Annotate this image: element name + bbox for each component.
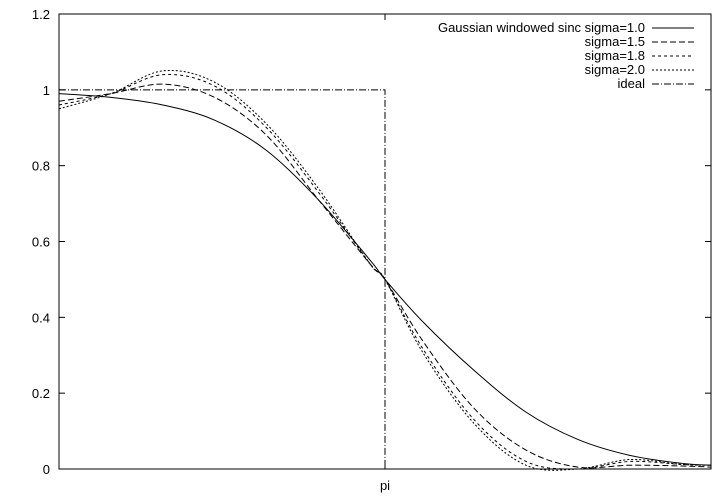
legend-label: sigma=1.8 <box>585 48 645 63</box>
y-tick-label: 1.2 <box>32 7 50 22</box>
axis-ticks: 0 0.2 0.4 0.6 0.8 1 1.2 pi <box>32 7 711 493</box>
legend-label: Gaussian windowed sinc sigma=1.0 <box>438 20 645 35</box>
legend: Gaussian windowed sinc sigma=1.0sigma=1.… <box>438 20 694 91</box>
legend-label: ideal <box>618 76 646 91</box>
y-tick-label: 0.2 <box>32 386 50 401</box>
y-tick-label: 0 <box>43 462 50 477</box>
y-tick-label: 0.6 <box>32 235 50 250</box>
series-lines <box>58 69 712 471</box>
y-tick-label: 1 <box>43 83 50 98</box>
y-tick-label: 0.4 <box>32 310 50 325</box>
y-tick-label: 0.8 <box>32 159 50 174</box>
legend-label: sigma=1.5 <box>585 34 645 49</box>
legend-label: sigma=2.0 <box>585 62 645 77</box>
x-tick-label: pi <box>380 478 390 493</box>
series-line <box>58 69 712 471</box>
series-line <box>59 89 711 470</box>
